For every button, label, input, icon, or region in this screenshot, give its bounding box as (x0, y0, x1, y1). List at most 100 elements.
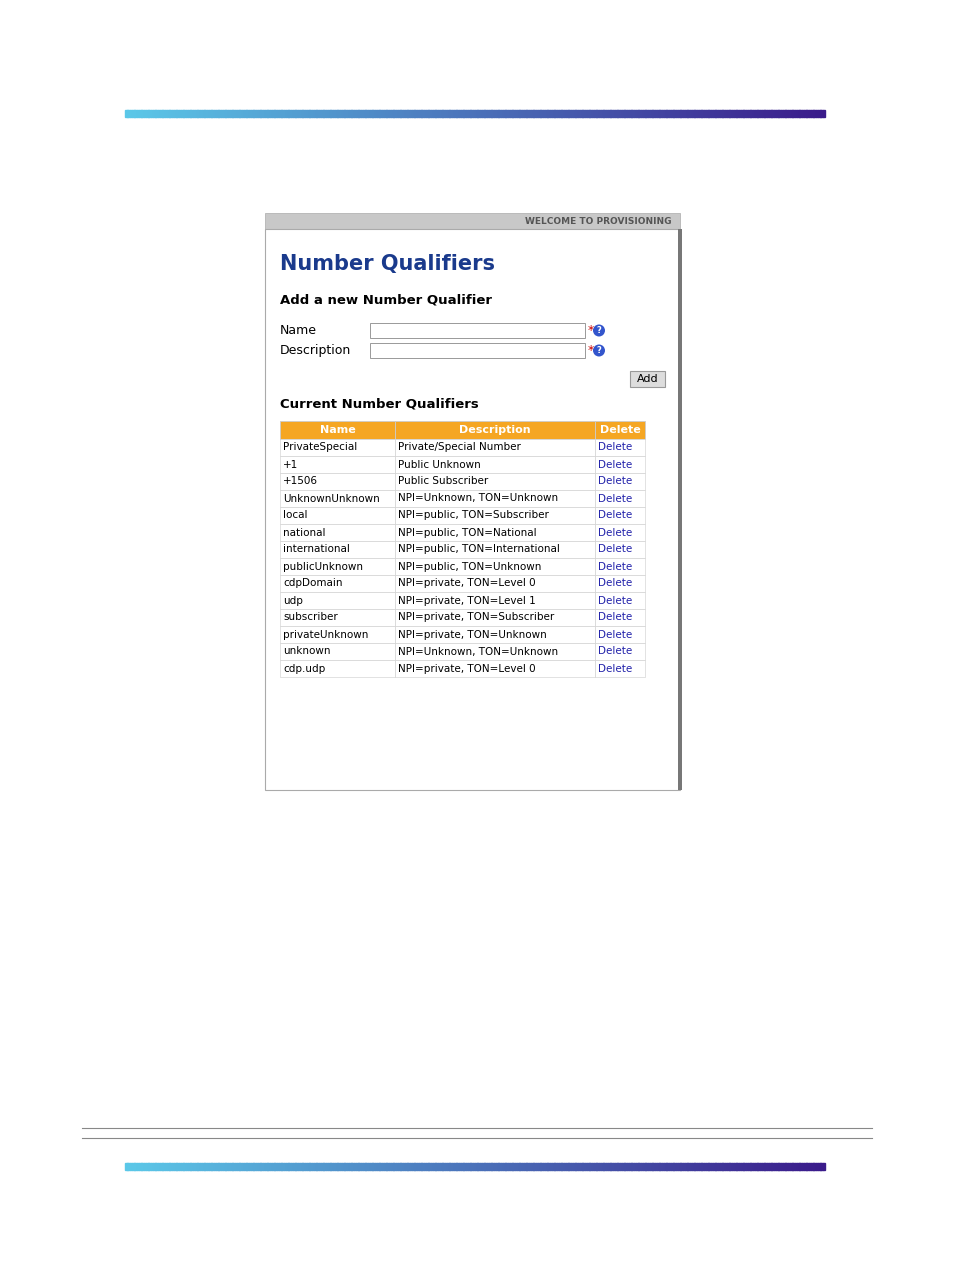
Bar (458, 109, 461, 117)
Bar (731, 1163, 734, 1170)
Bar (173, 1163, 176, 1170)
Bar (724, 1163, 727, 1170)
Bar (414, 109, 416, 117)
Bar (144, 1163, 147, 1170)
Bar (518, 109, 521, 117)
Bar (821, 109, 824, 117)
Bar (654, 109, 657, 117)
Bar (230, 1163, 233, 1170)
Bar (333, 1163, 335, 1170)
Bar (780, 1163, 782, 1170)
Bar (493, 1163, 496, 1170)
Bar (152, 1163, 155, 1170)
Bar (605, 109, 608, 117)
Bar (537, 1163, 540, 1170)
Bar (395, 508, 595, 524)
Bar (535, 1163, 537, 1170)
Bar (386, 1163, 389, 1170)
Bar (579, 109, 582, 117)
Bar (531, 109, 534, 117)
Bar (745, 109, 748, 117)
Bar (644, 109, 647, 117)
Bar (539, 109, 542, 117)
Bar (215, 1163, 218, 1170)
Bar (316, 1163, 319, 1170)
Bar (346, 109, 349, 117)
Text: PrivateSpecial: PrivateSpecial (283, 443, 356, 453)
Bar (633, 109, 636, 117)
Bar (778, 109, 781, 117)
Bar (479, 109, 482, 117)
Bar (740, 109, 743, 117)
Bar (299, 1163, 302, 1170)
Bar (502, 109, 505, 117)
Bar (528, 1163, 531, 1170)
Bar (225, 1163, 228, 1170)
Text: NPI=private, TON=Level 0: NPI=private, TON=Level 0 (397, 579, 535, 589)
Bar (759, 1163, 761, 1170)
Bar (234, 109, 237, 117)
Text: NPI=public, TON=Unknown: NPI=public, TON=Unknown (397, 561, 540, 571)
Bar (274, 1163, 277, 1170)
Bar (612, 1163, 615, 1170)
Bar (251, 1163, 253, 1170)
Bar (241, 109, 244, 117)
Bar (395, 558, 595, 575)
Bar (591, 1163, 594, 1170)
Bar (475, 109, 477, 117)
Bar (486, 1163, 489, 1170)
Text: NPI=public, TON=International: NPI=public, TON=International (397, 544, 559, 555)
Text: UnknownUnknown: UnknownUnknown (283, 494, 379, 504)
Text: Public Subscriber: Public Subscriber (397, 477, 488, 486)
Bar (707, 109, 710, 117)
Bar (333, 109, 335, 117)
Bar (280, 626, 395, 644)
Bar (439, 109, 442, 117)
Bar (323, 1163, 326, 1170)
Bar (720, 1163, 722, 1170)
Bar (700, 1163, 703, 1170)
Bar (636, 1163, 639, 1170)
Text: NPI=Unknown, TON=Unknown: NPI=Unknown, TON=Unknown (397, 646, 558, 656)
Bar (314, 1163, 316, 1170)
Bar (213, 1163, 216, 1170)
Bar (563, 1163, 566, 1170)
Bar (729, 109, 731, 117)
Bar (130, 109, 132, 117)
Text: Number Qualifiers: Number Qualifiers (280, 254, 495, 273)
Bar (766, 109, 769, 117)
Text: NPI=private, TON=Level 0: NPI=private, TON=Level 0 (397, 664, 535, 673)
Bar (320, 1163, 323, 1170)
Bar (636, 109, 639, 117)
Bar (678, 229, 681, 790)
Bar (416, 109, 419, 117)
Bar (365, 109, 368, 117)
Bar (750, 109, 752, 117)
Bar (694, 109, 697, 117)
Text: Delete: Delete (598, 630, 632, 640)
Bar (512, 109, 515, 117)
Bar (341, 109, 344, 117)
Bar (497, 109, 500, 117)
Bar (623, 1163, 626, 1170)
Bar (696, 109, 699, 117)
Bar (554, 1163, 557, 1170)
Bar (533, 1163, 536, 1170)
Bar (552, 109, 555, 117)
Bar (270, 109, 273, 117)
Bar (363, 109, 365, 117)
Bar (169, 1163, 172, 1170)
Bar (631, 109, 634, 117)
Bar (181, 109, 184, 117)
Bar (375, 1163, 377, 1170)
Bar (710, 109, 713, 117)
Bar (747, 109, 750, 117)
Bar (768, 109, 771, 117)
Text: *: * (587, 324, 594, 337)
Bar (280, 541, 395, 558)
Bar (278, 109, 281, 117)
Bar (125, 109, 128, 117)
Bar (573, 1163, 576, 1170)
Bar (370, 1163, 373, 1170)
Bar (521, 1163, 524, 1170)
